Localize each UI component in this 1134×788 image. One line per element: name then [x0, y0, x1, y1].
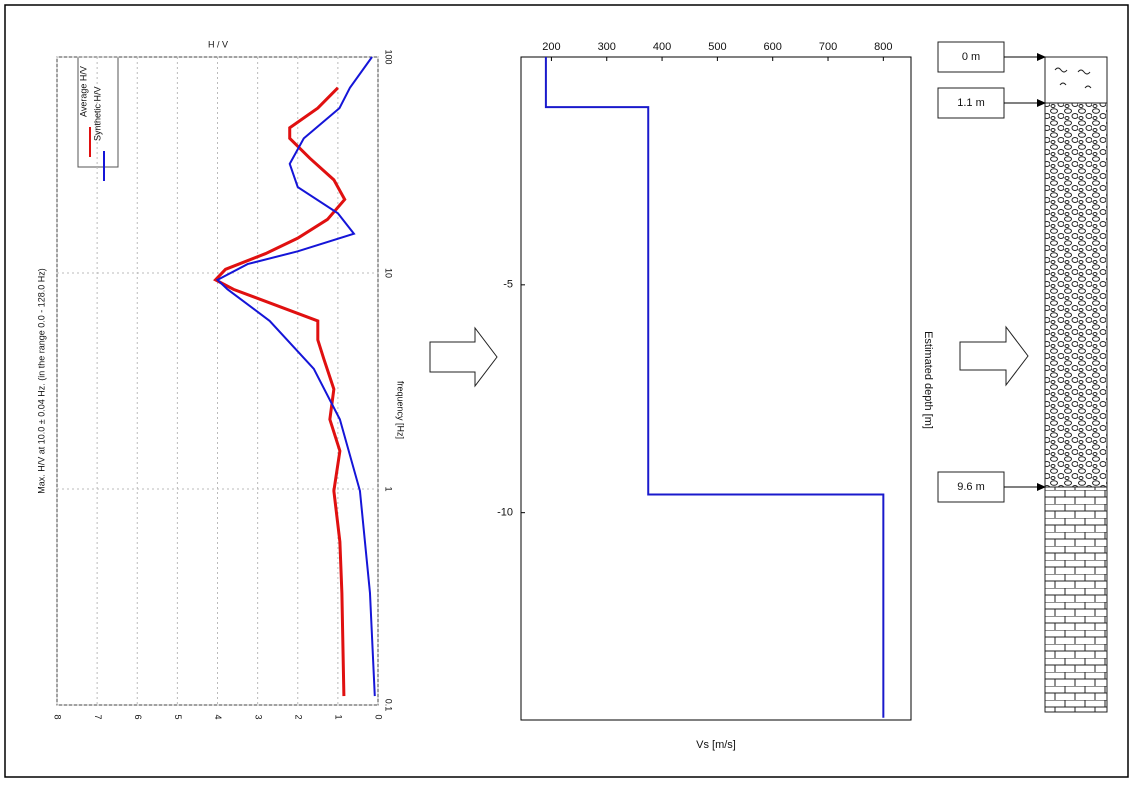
arrow	[960, 327, 1028, 385]
hv-title: H / V	[208, 39, 228, 49]
frequency-tick-label: 0.1	[384, 699, 394, 712]
hv-tick-label: 6	[133, 714, 143, 719]
vs-plot-area	[521, 57, 911, 720]
frequency-tick-label: 100	[384, 49, 394, 64]
legend-label: Synthetic H/V	[92, 86, 102, 141]
depth-tick-label: -10	[497, 507, 513, 519]
legend-label: Average H/V	[78, 66, 88, 117]
vs-tick-label: 200	[542, 41, 560, 53]
hv-tick-label: 4	[213, 714, 223, 719]
hv-note: Max. H/V at 10.0 ± 0.04 Hz. (in the rang…	[36, 268, 46, 494]
vs-tick-label: 300	[598, 41, 616, 53]
figure: H / V Max. H/V at 10.0 ± 0.04 Hz. (in th…	[0, 0, 1134, 783]
hv-tick-label: 7	[93, 714, 103, 719]
vs-tick-label: 400	[653, 41, 671, 53]
frequency-tick-label: 10	[384, 268, 394, 278]
hv-axis-label: frequency [Hz]	[396, 381, 406, 439]
hv-tick-label: 0	[374, 714, 384, 719]
gravel-layer	[1045, 103, 1107, 487]
depth-axis-label: Estimated depth [m]	[922, 331, 934, 429]
depth-tick-label: -5	[503, 279, 513, 291]
rock-layer	[1045, 487, 1107, 712]
vs-axis-label: Vs [m/s]	[696, 739, 736, 751]
depth-label: 9.6 m	[957, 481, 985, 493]
vs-tick-label: 500	[708, 41, 726, 53]
hv-tick-label: 3	[253, 714, 263, 719]
hv-tick-label: 8	[53, 714, 63, 719]
soil-layer	[1045, 57, 1107, 103]
hv-tick-label: 2	[293, 714, 303, 719]
hv-tick-label: 5	[173, 714, 183, 719]
arrow	[430, 328, 497, 386]
vs-tick-label: 700	[819, 41, 837, 53]
vs-tick-label: 600	[764, 41, 782, 53]
vs-tick-label: 800	[874, 41, 892, 53]
frequency-tick-label: 1	[384, 486, 394, 491]
depth-label: 1.1 m	[957, 97, 985, 109]
hv-tick-label: 1	[334, 714, 344, 719]
depth-label: 0 m	[962, 51, 980, 63]
